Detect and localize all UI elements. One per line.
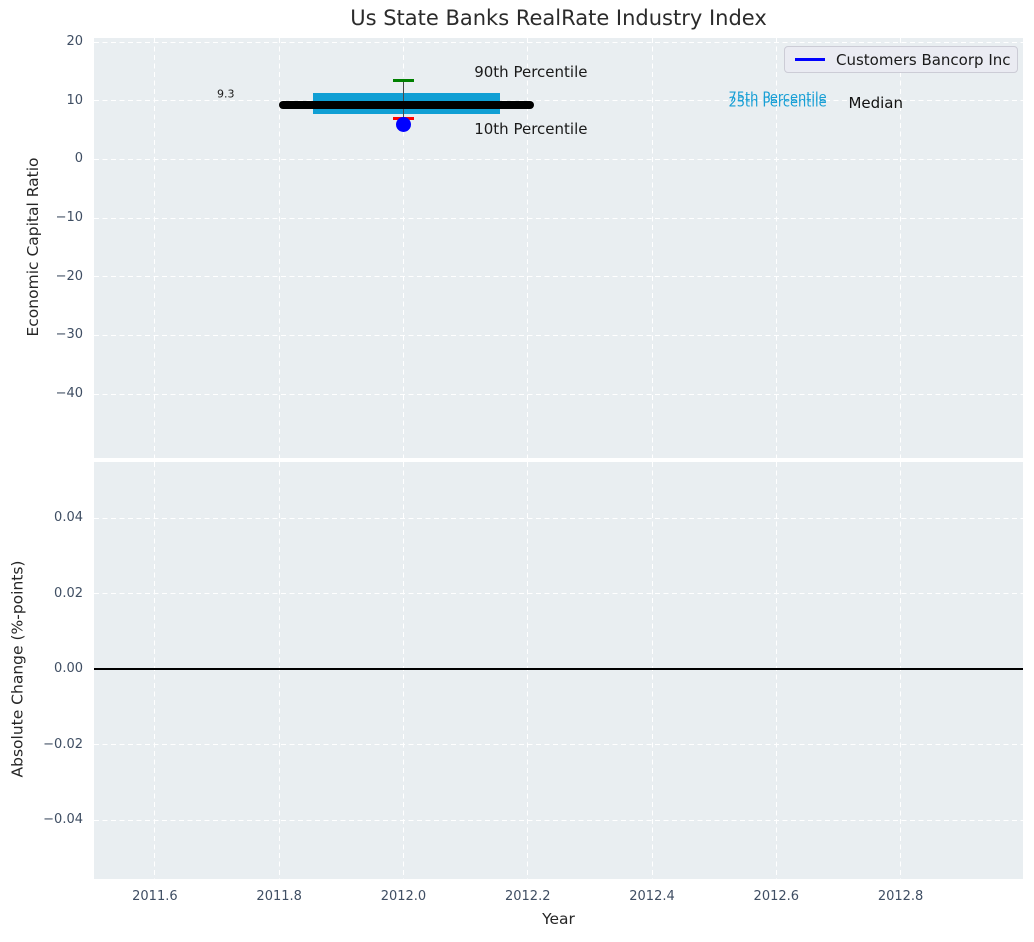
grid-line-horizontal: [94, 393, 1023, 395]
grid-line-vertical: [900, 38, 902, 458]
y-tick-label: 10: [66, 92, 83, 108]
median-line: [279, 100, 534, 110]
grid-line-horizontal: [94, 819, 1023, 821]
legend-label: Customers Bancorp Inc: [836, 50, 1011, 69]
x-tick-label: 2012.2: [504, 889, 551, 904]
grid-line-vertical: [527, 462, 529, 879]
whisker-line: [402, 80, 405, 119]
grid-line-vertical: [900, 462, 902, 879]
grid-line-vertical: [775, 462, 777, 879]
y-tick-label: −40: [55, 386, 83, 402]
annotation-9-3: 9.3: [216, 87, 235, 101]
x-tick-label: 2011.6: [132, 889, 178, 904]
x-tick-label: 2012.0: [380, 889, 427, 904]
y-tick-label: 0.00: [54, 661, 83, 677]
y-axis-label-bottom: Absolute Change (%-points): [8, 560, 27, 778]
p90-cap: [392, 78, 415, 82]
grid-line-vertical: [775, 38, 777, 458]
grid-line-horizontal: [94, 517, 1023, 519]
legend: Customers Bancorp Inc: [784, 46, 1018, 73]
annotation-75th-percentile: 75th Percentile: [728, 90, 827, 106]
annotation-median: Median: [848, 94, 903, 113]
axes-background: [94, 462, 1023, 879]
x-tick-label: 2012.8: [877, 889, 924, 904]
axes-background: [94, 38, 1023, 458]
grid-line-horizontal: [94, 744, 1023, 746]
grid-line-horizontal: [94, 334, 1023, 336]
y-tick-label: 0.04: [54, 510, 83, 526]
grid-line-vertical: [651, 462, 653, 879]
grid-line-horizontal: [94, 593, 1023, 595]
annotation-90th-percentile: 90th Percentile: [474, 63, 588, 82]
grid-line-vertical: [278, 38, 280, 458]
y-tick-label: −30: [55, 327, 83, 343]
y-tick-label: −10: [55, 210, 83, 226]
grid-line-vertical: [651, 38, 653, 458]
legend-line-sample: [795, 58, 825, 61]
x-tick-label: 2012.6: [753, 889, 800, 904]
grid-line-horizontal: [94, 158, 1023, 160]
grid-line-vertical: [527, 38, 529, 458]
zero-line: [94, 668, 1023, 671]
y-tick-label: 0.02: [54, 585, 83, 601]
grid-line-vertical: [154, 462, 156, 879]
y-tick-label: 20: [66, 34, 83, 50]
grid-line-vertical: [402, 462, 404, 879]
grid-line-vertical: [278, 462, 280, 879]
x-tick-label: 2011.8: [256, 889, 302, 904]
grid-line-horizontal: [94, 41, 1023, 43]
y-tick-label: 0: [74, 151, 83, 167]
annotation-10th-percentile: 10th Percentile: [474, 119, 588, 138]
company-marker: [395, 116, 411, 132]
grid-line-vertical: [402, 38, 404, 458]
chart-title: Us State Banks RealRate Industry Index: [350, 6, 767, 30]
y-tick-label: −0.04: [43, 812, 83, 828]
x-axis-label: Year: [542, 910, 575, 928]
y-axis-label-top: Economic Capital Ratio: [24, 157, 42, 337]
y-tick-label: −0.02: [43, 736, 83, 752]
grid-line-horizontal: [94, 276, 1023, 278]
x-tick-label: 2012.4: [629, 889, 675, 904]
annotation-25th-percentile: 25th Percentile: [728, 95, 827, 111]
grid-line-vertical: [154, 38, 156, 458]
grid-line-horizontal: [94, 217, 1023, 219]
grid-line-horizontal: [94, 100, 1023, 102]
y-tick-label: −20: [55, 268, 83, 284]
